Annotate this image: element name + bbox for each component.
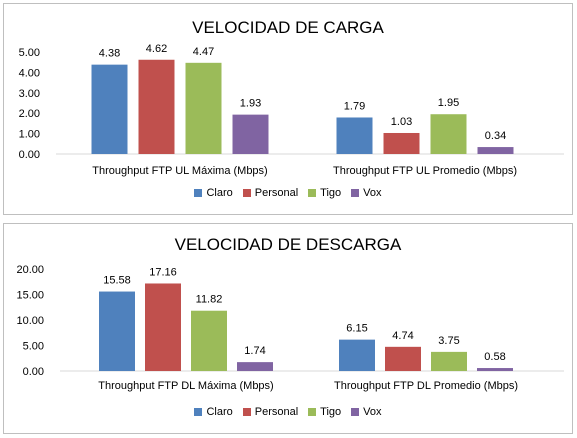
download-speed-chart: VELOCIDAD DE DESCARGA 0.00 5.00 10.00 15.00…: [3, 223, 573, 434]
legend-item-claro: Claro: [194, 406, 233, 418]
data-label: 0.34: [485, 130, 506, 142]
chart-title: VELOCIDAD DE CARGA: [192, 18, 384, 37]
legend-label: Vox: [363, 406, 382, 418]
y-tick-label: 20.00: [16, 264, 44, 276]
y-tick-label: 4.00: [19, 67, 40, 79]
bar-vox: [477, 368, 513, 371]
bar-personal: [383, 132, 420, 154]
category-label: Throughput FTP DL Máxima (Mbps): [98, 380, 273, 392]
upload-speed-chart: VELOCIDAD DE CARGA 0.00 1.00 2.00 3.00 4.00 5…: [3, 3, 573, 215]
data-label: 1.79: [344, 100, 365, 112]
y-tick-label: 5.00: [19, 47, 40, 59]
legend-label: Claro: [206, 406, 233, 418]
y-tick-label: 10.00: [16, 315, 44, 327]
legend-label: Claro: [206, 187, 233, 199]
y-tick-label: 0.00: [19, 149, 40, 161]
legend-swatch: [194, 408, 203, 416]
category-label: Throughput FTP DL Promedio (Mbps): [334, 380, 518, 392]
bar-personal: [145, 283, 181, 371]
data-label: 1.93: [240, 98, 261, 110]
legend-label: Tigo: [320, 187, 342, 199]
y-tick-label: 2.00: [19, 108, 40, 120]
bar-vox: [477, 147, 514, 154]
bar-claro: [91, 64, 128, 154]
data-label: 0.58: [484, 351, 505, 363]
bar-claro: [339, 339, 375, 371]
bar-claro: [336, 117, 373, 154]
download-chart-plot: 0.00 5.00 10.00 15.00 20.00 15.58 17.16 11.82 1.…: [16, 264, 564, 392]
data-label: 11.82: [196, 294, 223, 306]
legend-item-vox: Vox: [351, 406, 382, 418]
bar-tigo: [185, 62, 222, 155]
chart-legend: Claro Personal Tigo Vox: [4, 406, 572, 418]
legend-item-personal: Personal: [242, 406, 299, 418]
legend-swatch: [308, 189, 317, 197]
bar-vox: [237, 362, 273, 371]
data-label: 4.74: [392, 330, 413, 342]
data-label: 3.75: [438, 335, 459, 347]
bar-vox: [232, 114, 269, 154]
legend-swatch: [308, 408, 317, 416]
legend-swatch: [242, 408, 251, 416]
data-label: 17.16: [149, 266, 177, 278]
legend-label: Personal: [254, 187, 299, 199]
data-label: 4.62: [146, 43, 167, 55]
legend-item-claro: Claro: [194, 187, 233, 199]
category-label: Throughput FTP UL Promedio (Mbps): [333, 165, 517, 177]
bar-tigo: [191, 310, 227, 371]
legend-swatch: [194, 189, 203, 197]
data-label: 15.58: [103, 275, 131, 287]
y-tick-label: 3.00: [19, 88, 40, 100]
legend-label: Tigo: [320, 406, 342, 418]
upload-chart-plot: 0.00 1.00 2.00 3.00 4.00 5.00 4.38 4.62 4.47 1.93…: [19, 43, 564, 177]
data-label: 1.95: [438, 97, 459, 109]
data-label: 1.74: [244, 345, 265, 357]
legend-swatch: [351, 408, 360, 416]
legend-label: Personal: [254, 406, 299, 418]
bar-claro: [99, 291, 135, 371]
y-tick-label: 0.00: [23, 366, 44, 378]
bar-tigo: [430, 114, 467, 154]
y-tick-label: 5.00: [23, 341, 44, 353]
legend-swatch: [242, 189, 251, 197]
chart-title: VELOCIDAD DE DESCARGA: [174, 235, 402, 254]
category-label: Throughput FTP UL Máxima (Mbps): [92, 165, 267, 177]
data-label: 4.38: [99, 48, 120, 60]
y-tick-label: 1.00: [19, 129, 40, 141]
chart-legend: Claro Personal Tigo Vox: [4, 187, 572, 199]
data-label: 1.03: [391, 116, 412, 128]
legend-item-vox: Vox: [351, 187, 382, 199]
data-label: 4.47: [193, 46, 214, 58]
bar-personal: [138, 59, 175, 154]
legend-label: Vox: [363, 187, 382, 199]
legend-item-tigo: Tigo: [308, 187, 341, 199]
bar-personal: [385, 346, 421, 371]
y-tick-label: 15.00: [16, 290, 44, 302]
legend-swatch: [351, 189, 360, 197]
bar-tigo: [431, 351, 467, 371]
legend-item-personal: Personal: [242, 187, 299, 199]
data-label: 6.15: [346, 323, 367, 335]
legend-item-tigo: Tigo: [308, 406, 341, 418]
